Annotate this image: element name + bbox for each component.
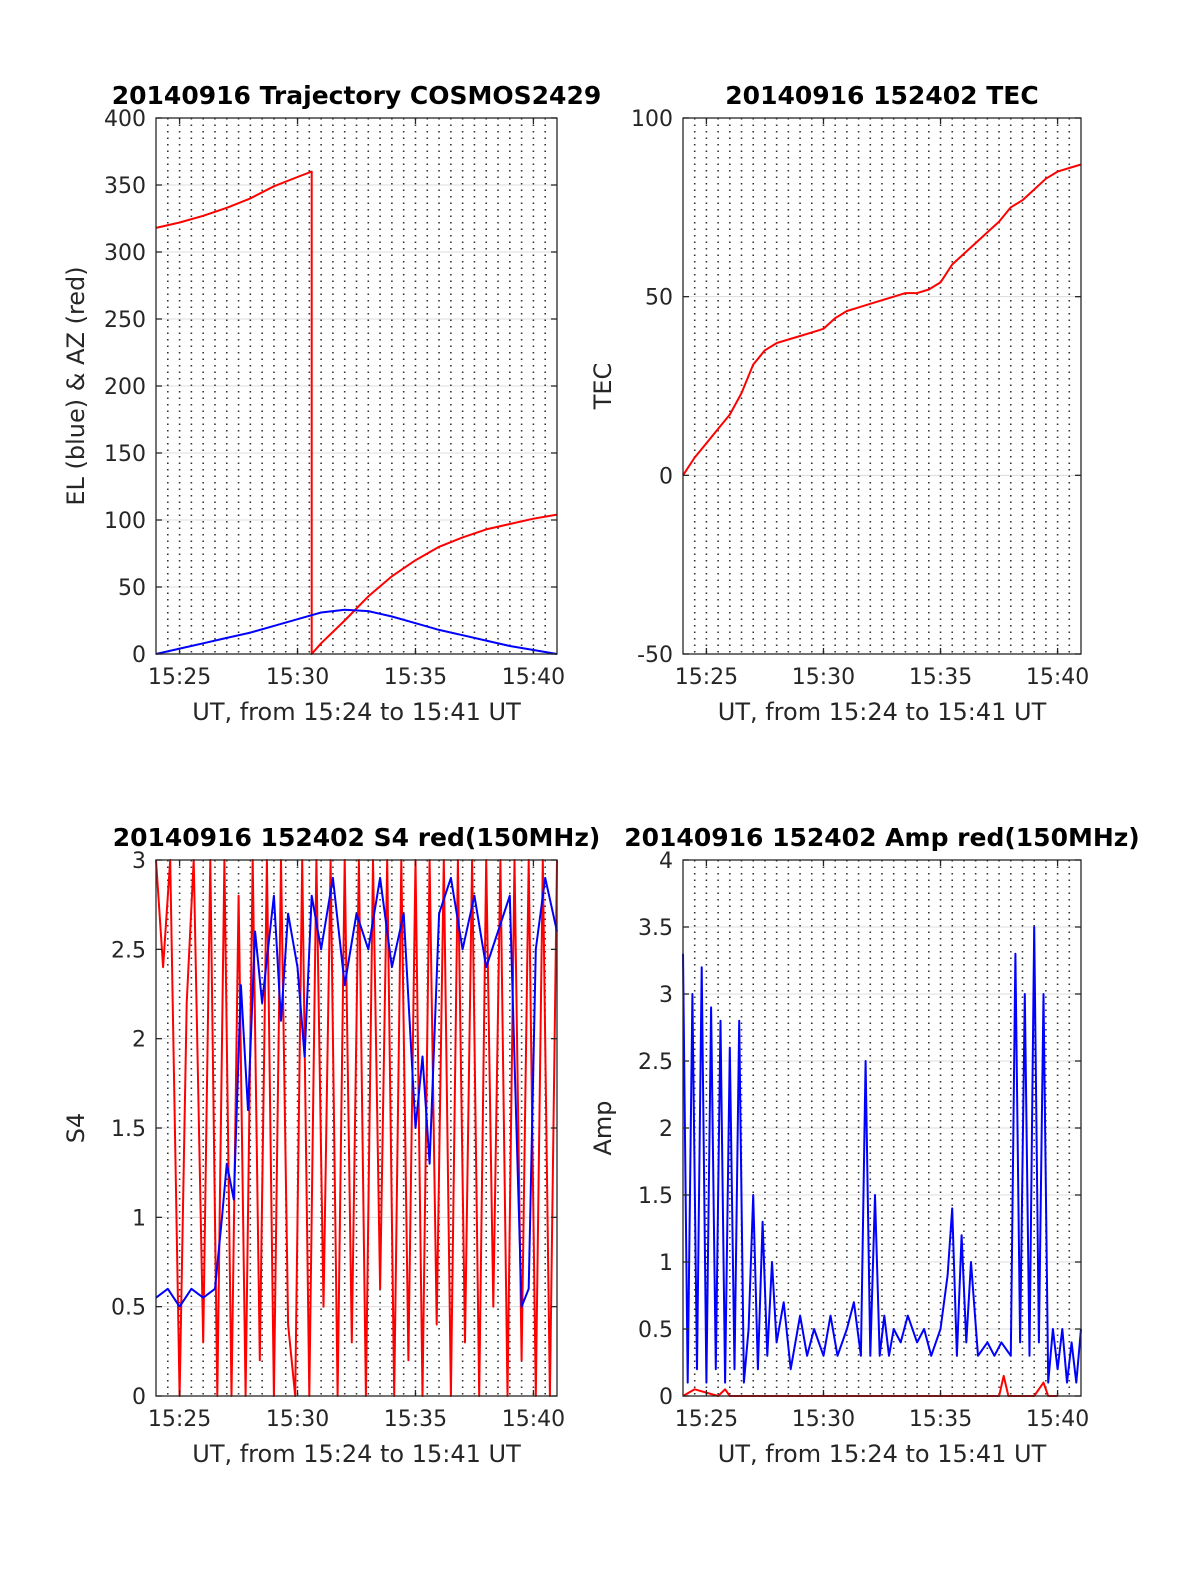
x-tick-label: 15:25: [148, 665, 211, 690]
x-tick-label: 15:30: [792, 1407, 855, 1432]
y-axis-label: S4: [62, 1113, 90, 1144]
y-tick-label: 50: [645, 286, 673, 311]
plot-title: 20140916 152402 Amp red(150MHz): [624, 823, 1140, 852]
y-tick-label: 250: [104, 308, 146, 333]
y-tick-label: 2: [132, 1028, 146, 1053]
y-tick-label: 0.5: [111, 1296, 146, 1321]
y-tick-label: 1: [659, 1251, 673, 1276]
y-tick-label: 1.5: [638, 1184, 673, 1209]
x-tick-label: 15:40: [502, 665, 565, 690]
y-tick-label: 2.5: [638, 1050, 673, 1075]
y-axis-label: Amp: [589, 1100, 617, 1155]
x-tick-label: 15:35: [384, 1407, 447, 1432]
s4-plot: UT, from 15:24 to 15:41 UT S4 15:25 15:30…: [62, 823, 600, 1468]
x-tick-label: 15:25: [148, 1407, 211, 1432]
series-line-0: [682, 163, 1082, 476]
series-line-0: [682, 926, 1082, 1384]
series-line-1: [155, 876, 558, 1308]
y-tick-label: 3: [132, 849, 146, 874]
x-tick-label: 15:35: [909, 1407, 972, 1432]
amp-plot: UT, from 15:24 to 15:41 UT Amp 15:25 15:3…: [589, 823, 1140, 1468]
x-axis-label: UT, from 15:24 to 15:41 UT: [718, 698, 1047, 726]
x-axis-label: UT, from 15:24 to 15:41 UT: [192, 698, 521, 726]
y-tick-label: 300: [104, 241, 146, 266]
y-tick-label: 2.5: [111, 938, 146, 963]
plot-title: 20140916 152402 TEC: [725, 81, 1038, 110]
y-tick-label: 0: [659, 464, 673, 489]
y-tick-label: 1: [132, 1206, 146, 1231]
plot-title: 20140916 Trajectory COSMOS2429: [112, 81, 602, 110]
y-tick-label: 0.5: [638, 1318, 673, 1343]
y-tick-label: 0: [659, 1385, 673, 1410]
plot-title: 20140916 152402 S4 red(150MHz): [113, 823, 601, 852]
y-tick-label: 0: [132, 1385, 146, 1410]
series-line-1: [155, 608, 558, 655]
x-tick-label: 15:40: [1026, 665, 1089, 690]
series-line-0: [155, 170, 558, 655]
x-tick-label: 15:35: [909, 665, 972, 690]
series-line-1: [682, 1374, 1058, 1397]
y-tick-label: 200: [104, 375, 146, 400]
y-tick-label: 100: [104, 509, 146, 534]
y-tick-label: 3: [659, 983, 673, 1008]
x-tick-label: 15:30: [792, 665, 855, 690]
x-tick-label: 15:30: [266, 665, 329, 690]
trajectory-plot: UT, from 15:24 to 15:41 UT EL (blue) & A…: [62, 81, 601, 726]
x-tick-label: 15:40: [502, 1407, 565, 1432]
y-tick-label: 1.5: [111, 1117, 146, 1142]
x-tick-label: 15:40: [1026, 1407, 1089, 1432]
y-tick-label: 100: [631, 107, 673, 132]
axes-frame: [682, 117, 1082, 655]
y-tick-label: 350: [104, 174, 146, 199]
y-tick-label: 3.5: [638, 916, 673, 941]
x-tick-label: 15:35: [384, 665, 447, 690]
y-tick-label: 4: [659, 849, 673, 874]
x-axis-label: UT, from 15:24 to 15:41 UT: [192, 1440, 521, 1468]
x-tick-label: 15:25: [675, 665, 738, 690]
y-axis-label: EL (blue) & AZ (red): [62, 266, 90, 505]
y-tick-label: 0: [132, 643, 146, 668]
x-tick-label: 15:25: [675, 1407, 738, 1432]
y-tick-label: 50: [118, 576, 146, 601]
tec-plot: UT, from 15:24 to 15:41 UT TEC 15:25 15:3…: [589, 81, 1089, 726]
x-axis-label: UT, from 15:24 to 15:41 UT: [718, 1440, 1047, 1468]
y-tick-label: 150: [104, 442, 146, 467]
y-axis-label: TEC: [589, 363, 617, 411]
x-tick-label: 15:30: [266, 1407, 329, 1432]
y-tick-label: -50: [637, 643, 673, 668]
y-tick-label: 2: [659, 1117, 673, 1142]
y-tick-label: 400: [104, 107, 146, 132]
